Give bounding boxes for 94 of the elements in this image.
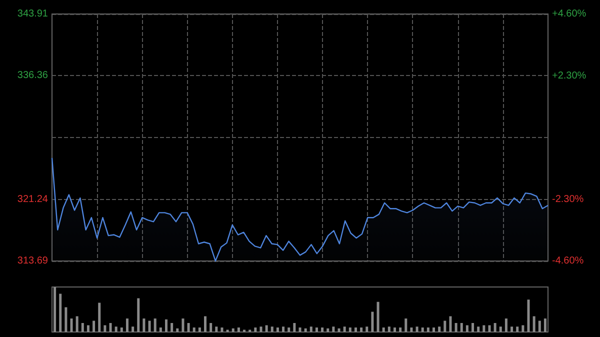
bar [176,328,179,332]
y2-tick-label: -4.60% [552,256,584,266]
bar [159,328,162,332]
bar [488,325,491,332]
y2-tick-label: +4.60% [552,8,586,20]
bar [516,326,519,332]
bar [215,326,218,332]
bar [187,323,190,332]
bar [332,326,335,332]
bar [466,325,468,332]
bar [293,323,296,332]
bar [354,328,357,332]
bar [126,318,128,332]
bar [460,323,463,332]
bar [366,326,368,332]
bar [64,307,68,332]
bar [494,323,496,332]
bar [544,318,546,332]
bar [444,320,446,332]
bar [164,319,168,332]
bar [232,328,234,332]
bar [432,328,436,332]
bar [499,326,502,332]
bar [326,328,330,332]
bar [298,328,302,332]
bar [204,316,207,332]
bar [426,328,430,332]
bar [98,302,101,332]
y2-tick-label: +2.30% [552,70,586,82]
bar [92,320,96,332]
bar [399,328,402,332]
bar [76,316,78,332]
bar [527,300,530,332]
bar [522,325,524,332]
bar [310,326,312,332]
bar [360,328,363,332]
bar [276,328,279,332]
bar [270,326,274,332]
bar [137,298,140,332]
bar [104,325,106,332]
bar [70,318,73,332]
bar [154,318,156,332]
bar [388,326,390,332]
bar [421,328,424,332]
bar [288,328,290,332]
bar [482,325,486,332]
bar [282,326,285,332]
bar [382,328,385,332]
bar [504,318,508,332]
bar [148,320,151,332]
bar [142,318,146,332]
bar [338,328,340,332]
y-tick-label: 336.36 [17,70,48,82]
bar [182,318,184,332]
bar [170,323,174,332]
bar [254,328,257,332]
bar [260,326,262,332]
bar [210,323,212,332]
bar [477,326,480,332]
bar [220,328,224,332]
bar [114,326,118,332]
bar [393,328,396,332]
bar [348,328,352,332]
bar [472,323,474,332]
bar [449,316,452,332]
y-tick-label: 321.24 [17,194,48,205]
bar [454,323,458,332]
bar [54,287,56,332]
bar [404,318,408,332]
bar [376,302,380,332]
bar [265,325,268,332]
bar [198,328,201,332]
bar [132,326,134,332]
bar [109,323,112,332]
bar [321,328,324,332]
bar [192,328,196,332]
bar [59,294,62,332]
bar [410,328,413,332]
bar [86,325,90,332]
bar [237,328,240,332]
bar [438,326,441,332]
bar [304,328,307,332]
bar [532,316,536,332]
bar [315,328,318,332]
bar [416,326,418,332]
bar [343,326,346,332]
bar [510,326,514,332]
y-tick-label: 343.91 [17,8,48,20]
bar [371,312,374,332]
y-tick-label: 313.69 [17,256,48,266]
bar [538,320,541,332]
bar [120,328,123,332]
bar [81,323,84,332]
y2-tick-label: -2.30% [552,194,584,205]
